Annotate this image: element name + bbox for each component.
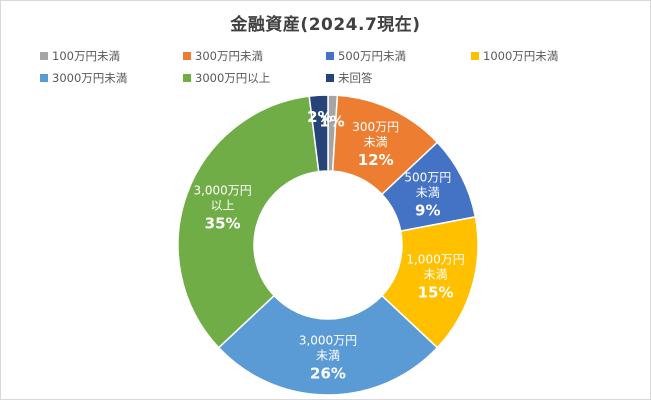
slice-category-label: 500万円: [404, 171, 451, 185]
legend-item: 3000万円未満: [40, 70, 127, 86]
slice-value-label: 26%: [310, 365, 346, 383]
slice-category-label: 3,000万円: [193, 184, 251, 198]
slice-value-label: 15%: [418, 284, 454, 302]
chart-title: 金融資産(2024.7現在): [230, 15, 421, 35]
legend-item: 100万円未満: [40, 48, 120, 64]
slice-value-label: 9%: [415, 202, 440, 220]
legend-item: 1000万円未満: [471, 48, 558, 64]
legend-swatch: [183, 74, 191, 82]
legend-item: 300万円未満: [183, 48, 263, 64]
slice-data-label: 3,000万円以上 35%: [193, 184, 251, 233]
legend-item: 3000万円以上: [183, 70, 270, 86]
legend-label: 未回答: [338, 71, 373, 85]
slice-category-label: 未満: [364, 135, 388, 149]
slice-category-label: 300万円: [352, 120, 399, 134]
slice-category-label: 未満: [416, 186, 440, 200]
slice-data-label: 1%: [319, 113, 344, 131]
legend-label: 300万円未満: [195, 49, 263, 63]
slice-value-label: 1%: [319, 113, 344, 131]
legend-item: 500万円未満: [326, 48, 406, 64]
donut-slice: [308, 94, 329, 173]
slice-category-label: 未満: [424, 268, 448, 282]
donut-slice: [177, 95, 320, 349]
donut-slice: [217, 294, 439, 396]
slice-data-label: 3,000万円未満 26%: [299, 334, 357, 383]
legend-label: 100万円未満: [52, 49, 120, 63]
legend-swatch: [183, 52, 191, 60]
legend-item: 未回答: [326, 70, 373, 86]
slice-category-label: 未満: [316, 349, 340, 363]
legend-swatch: [40, 74, 48, 82]
chart-legend: 100万円未満 300万円未満 500万円未満 1000万円未満 3000万円未満 300…: [0, 44, 651, 86]
legend-label: 3000万円未満: [52, 71, 128, 85]
slice-value-label: 12%: [358, 151, 394, 169]
legend-swatch: [40, 52, 48, 60]
legend-swatch: [326, 74, 334, 82]
slice-category-label: 3,000万円: [299, 334, 357, 348]
slice-category-label: 以上: [211, 199, 235, 213]
slice-value-label: 35%: [205, 215, 241, 233]
legend-swatch: [471, 52, 479, 60]
legend-label: 1000万円未満: [483, 49, 559, 63]
legend-label: 3000万円以上: [195, 71, 271, 85]
slice-data-label: 2%: [307, 108, 332, 126]
slice-data-label: 300万円未満 12%: [352, 120, 399, 169]
slice-value-label: 2%: [307, 108, 332, 126]
slice-category-label: 1,000万円: [406, 253, 464, 267]
slice-data-label: 1,000万円未満 15%: [406, 253, 464, 302]
legend-swatch: [326, 52, 334, 60]
legend-label: 500万円未満: [338, 49, 406, 63]
slice-data-label: 500万円未満 9%: [404, 171, 451, 220]
